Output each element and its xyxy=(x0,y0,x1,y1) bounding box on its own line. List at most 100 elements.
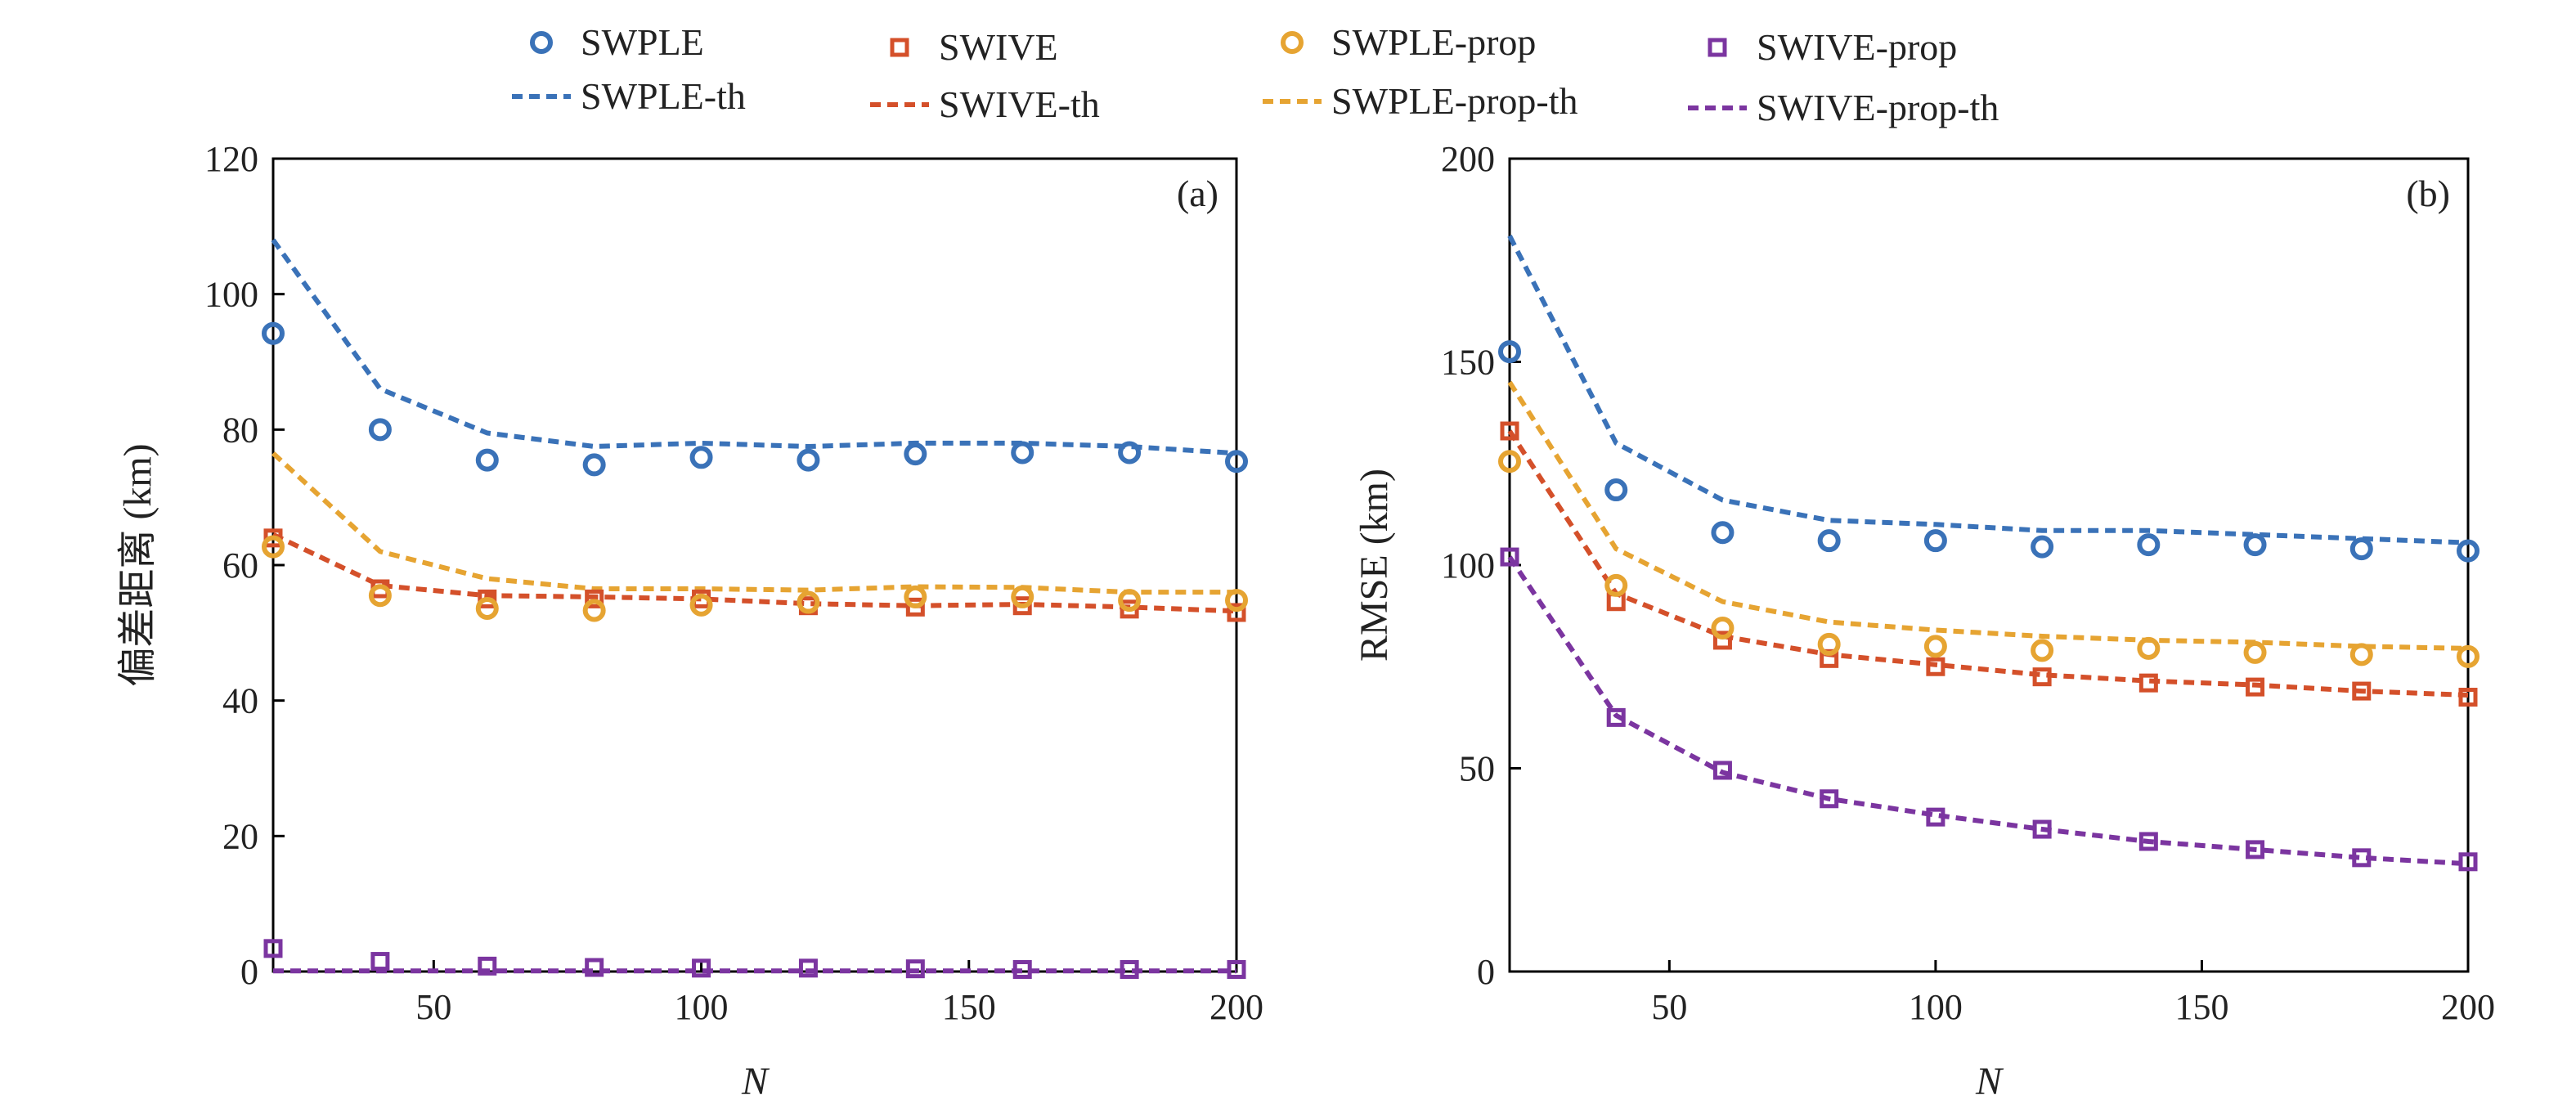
data-point-a-swple-prop-40 xyxy=(368,584,392,608)
data-point-a-swple-180 xyxy=(1118,441,1142,464)
data-point-a-swive-prop-140 xyxy=(905,959,925,979)
legend-item-swple-th: SWPLE-th xyxy=(512,75,746,117)
x-tick-label-a-50: 50 xyxy=(415,987,451,1027)
data-point-a-swive-60 xyxy=(478,589,497,608)
data-point-a-swive-prop-60 xyxy=(478,956,497,976)
data-point-a-swive-prop-160 xyxy=(1012,960,1032,980)
x-tick-label-a-100: 100 xyxy=(675,987,729,1027)
data-point-a-swive-prop-120 xyxy=(798,958,818,978)
data-point-a-swple-prop-160 xyxy=(1011,585,1034,608)
data-point-b-swple-120 xyxy=(2031,535,2054,559)
legend-item-swple-prop: SWPLE-prop xyxy=(1281,21,1536,63)
data-point-b-swple-180 xyxy=(2349,537,2373,561)
data-point-b-swive-120 xyxy=(2032,667,2052,687)
legend-item-swple-prop-th: SWPLE-prop-th xyxy=(1263,80,1578,122)
legend-label-swple: SWPLE xyxy=(581,21,704,63)
legend-label-swple-prop-th: SWPLE-prop-th xyxy=(1331,80,1578,122)
data-point-b-swple-prop-180 xyxy=(2349,643,2373,666)
data-point-b-swive-100 xyxy=(1926,657,1945,676)
data-point-a-swple-100 xyxy=(689,446,713,469)
x-axis-title-a: N xyxy=(741,1060,770,1103)
x-tick-label-a-150: 150 xyxy=(942,987,996,1027)
x-tick-label-b-150: 150 xyxy=(2174,987,2228,1027)
chart-panel-b: 0 50 100 150 200 50 100 150 200 N RMSE (km) (b) xyxy=(1353,139,2495,1103)
data-point-a-swive-80 xyxy=(585,589,604,608)
legend-swatch-swive-prop xyxy=(1708,38,1727,57)
plot-frame-a xyxy=(272,157,1238,973)
data-point-b-swple-prop-60 xyxy=(1711,617,1735,640)
x-tick-label-a-200: 200 xyxy=(1209,987,1263,1027)
series-markers-a-swive-prop xyxy=(263,939,1246,980)
data-point-b-swple-140 xyxy=(2137,533,2161,557)
data-point-b-swple-60 xyxy=(1711,521,1735,545)
y-tick-label-b-150: 150 xyxy=(1441,343,1495,383)
data-point-b-swive-prop-60 xyxy=(1712,761,1732,780)
data-point-a-swple-80 xyxy=(582,453,606,477)
data-point-b-swive-prop-140 xyxy=(2138,832,2158,851)
data-point-a-swive-200 xyxy=(1227,603,1246,622)
legend-item-swple: SWPLE xyxy=(530,21,704,63)
y-tick-label-a-100: 100 xyxy=(204,275,258,315)
data-point-b-swive-200 xyxy=(2458,688,2478,707)
legend-swatch-swive xyxy=(890,38,909,57)
data-point-a-swple-40 xyxy=(368,418,392,442)
data-point-a-swive-prop-200 xyxy=(1227,960,1246,980)
y-axis-title-a: 偏差距离 (km) xyxy=(116,443,159,686)
data-point-a-swive-140 xyxy=(905,597,925,617)
data-point-b-swive-180 xyxy=(2352,681,2372,701)
series-line-b-swive-th xyxy=(1507,429,2469,698)
data-point-a-swple-200 xyxy=(1225,450,1248,473)
y-tick-label-b-50: 50 xyxy=(1459,749,1495,789)
data-point-b-swive-prop-120 xyxy=(2032,819,2052,839)
legend-label-swive-prop: SWIVE-prop xyxy=(1757,26,1957,68)
data-point-b-swive-prop-160 xyxy=(2246,840,2265,859)
panel-label-a: (a) xyxy=(1177,173,1218,214)
data-point-b-swple-prop-160 xyxy=(2243,640,2267,664)
y-tick-label-a-60: 60 xyxy=(222,545,258,586)
data-point-a-swive-prop-80 xyxy=(585,958,604,977)
y-tick-label-b-100: 100 xyxy=(1441,545,1495,586)
legend-label-swive-prop-th: SWIVE-prop-th xyxy=(1757,87,1999,128)
data-point-b-swive-prop-200 xyxy=(2458,852,2478,872)
data-point-a-swive-prop-40 xyxy=(370,952,390,972)
series-markers-b-swive xyxy=(1500,421,2478,707)
chart-panel-a: 0 20 40 60 80 100 120 50 100 150 200 N 偏差距离 (km) (a) xyxy=(116,139,1263,1103)
series-line-b-swple-prop-th xyxy=(1507,380,2469,651)
series-line-b-swive-prop-th xyxy=(1507,555,2469,867)
data-point-a-swple-160 xyxy=(1011,441,1034,464)
data-point-a-swple-140 xyxy=(904,442,927,466)
legend-label-swple-th: SWPLE-th xyxy=(581,75,746,117)
y-tick-label-a-120: 120 xyxy=(204,139,258,179)
data-point-b-swive-prop-20 xyxy=(1500,547,1519,567)
legend-swatch-swple xyxy=(530,31,553,54)
data-point-a-swive-180 xyxy=(1120,599,1139,619)
data-point-b-swive-prop-180 xyxy=(2352,848,2372,868)
data-point-b-swive-20 xyxy=(1500,421,1519,441)
y-axis-title-b: RMSE (km) xyxy=(1353,469,1396,662)
series-line-a-swple-th xyxy=(271,238,1237,456)
data-point-b-swple-200 xyxy=(2457,539,2480,563)
legend-label-swive-th: SWIVE-th xyxy=(939,83,1100,125)
data-point-a-swive-prop-100 xyxy=(692,958,711,978)
data-point-b-swple-prop-20 xyxy=(1498,450,1521,473)
data-point-a-swple-prop-200 xyxy=(1225,589,1248,613)
legend-item-swive-prop-th: SWIVE-prop-th xyxy=(1688,87,1999,128)
data-point-b-swple-prop-100 xyxy=(1923,635,1947,658)
y-tick-label-a-20: 20 xyxy=(222,816,258,856)
series-markers-b-swive-prop xyxy=(1500,547,2478,872)
data-point-a-swple-prop-180 xyxy=(1118,589,1142,613)
series-markers-b-swple-prop xyxy=(1498,450,2480,668)
data-point-a-swive-prop-20 xyxy=(263,939,283,958)
data-point-a-swple-60 xyxy=(475,448,499,472)
legend-swatch-swple-prop xyxy=(1281,31,1304,54)
data-point-b-swive-160 xyxy=(2246,677,2265,697)
data-point-b-swple-prop-40 xyxy=(1604,573,1628,597)
data-point-b-swple-100 xyxy=(1923,529,1947,553)
data-point-b-swive-prop-40 xyxy=(1606,707,1626,727)
data-point-a-swple-prop-80 xyxy=(582,599,606,622)
y-tick-label-a-0: 0 xyxy=(240,952,258,992)
data-point-a-swive-160 xyxy=(1012,596,1032,616)
data-point-a-swple-20 xyxy=(262,321,285,345)
x-tick-label-b-200: 200 xyxy=(2441,987,2495,1027)
